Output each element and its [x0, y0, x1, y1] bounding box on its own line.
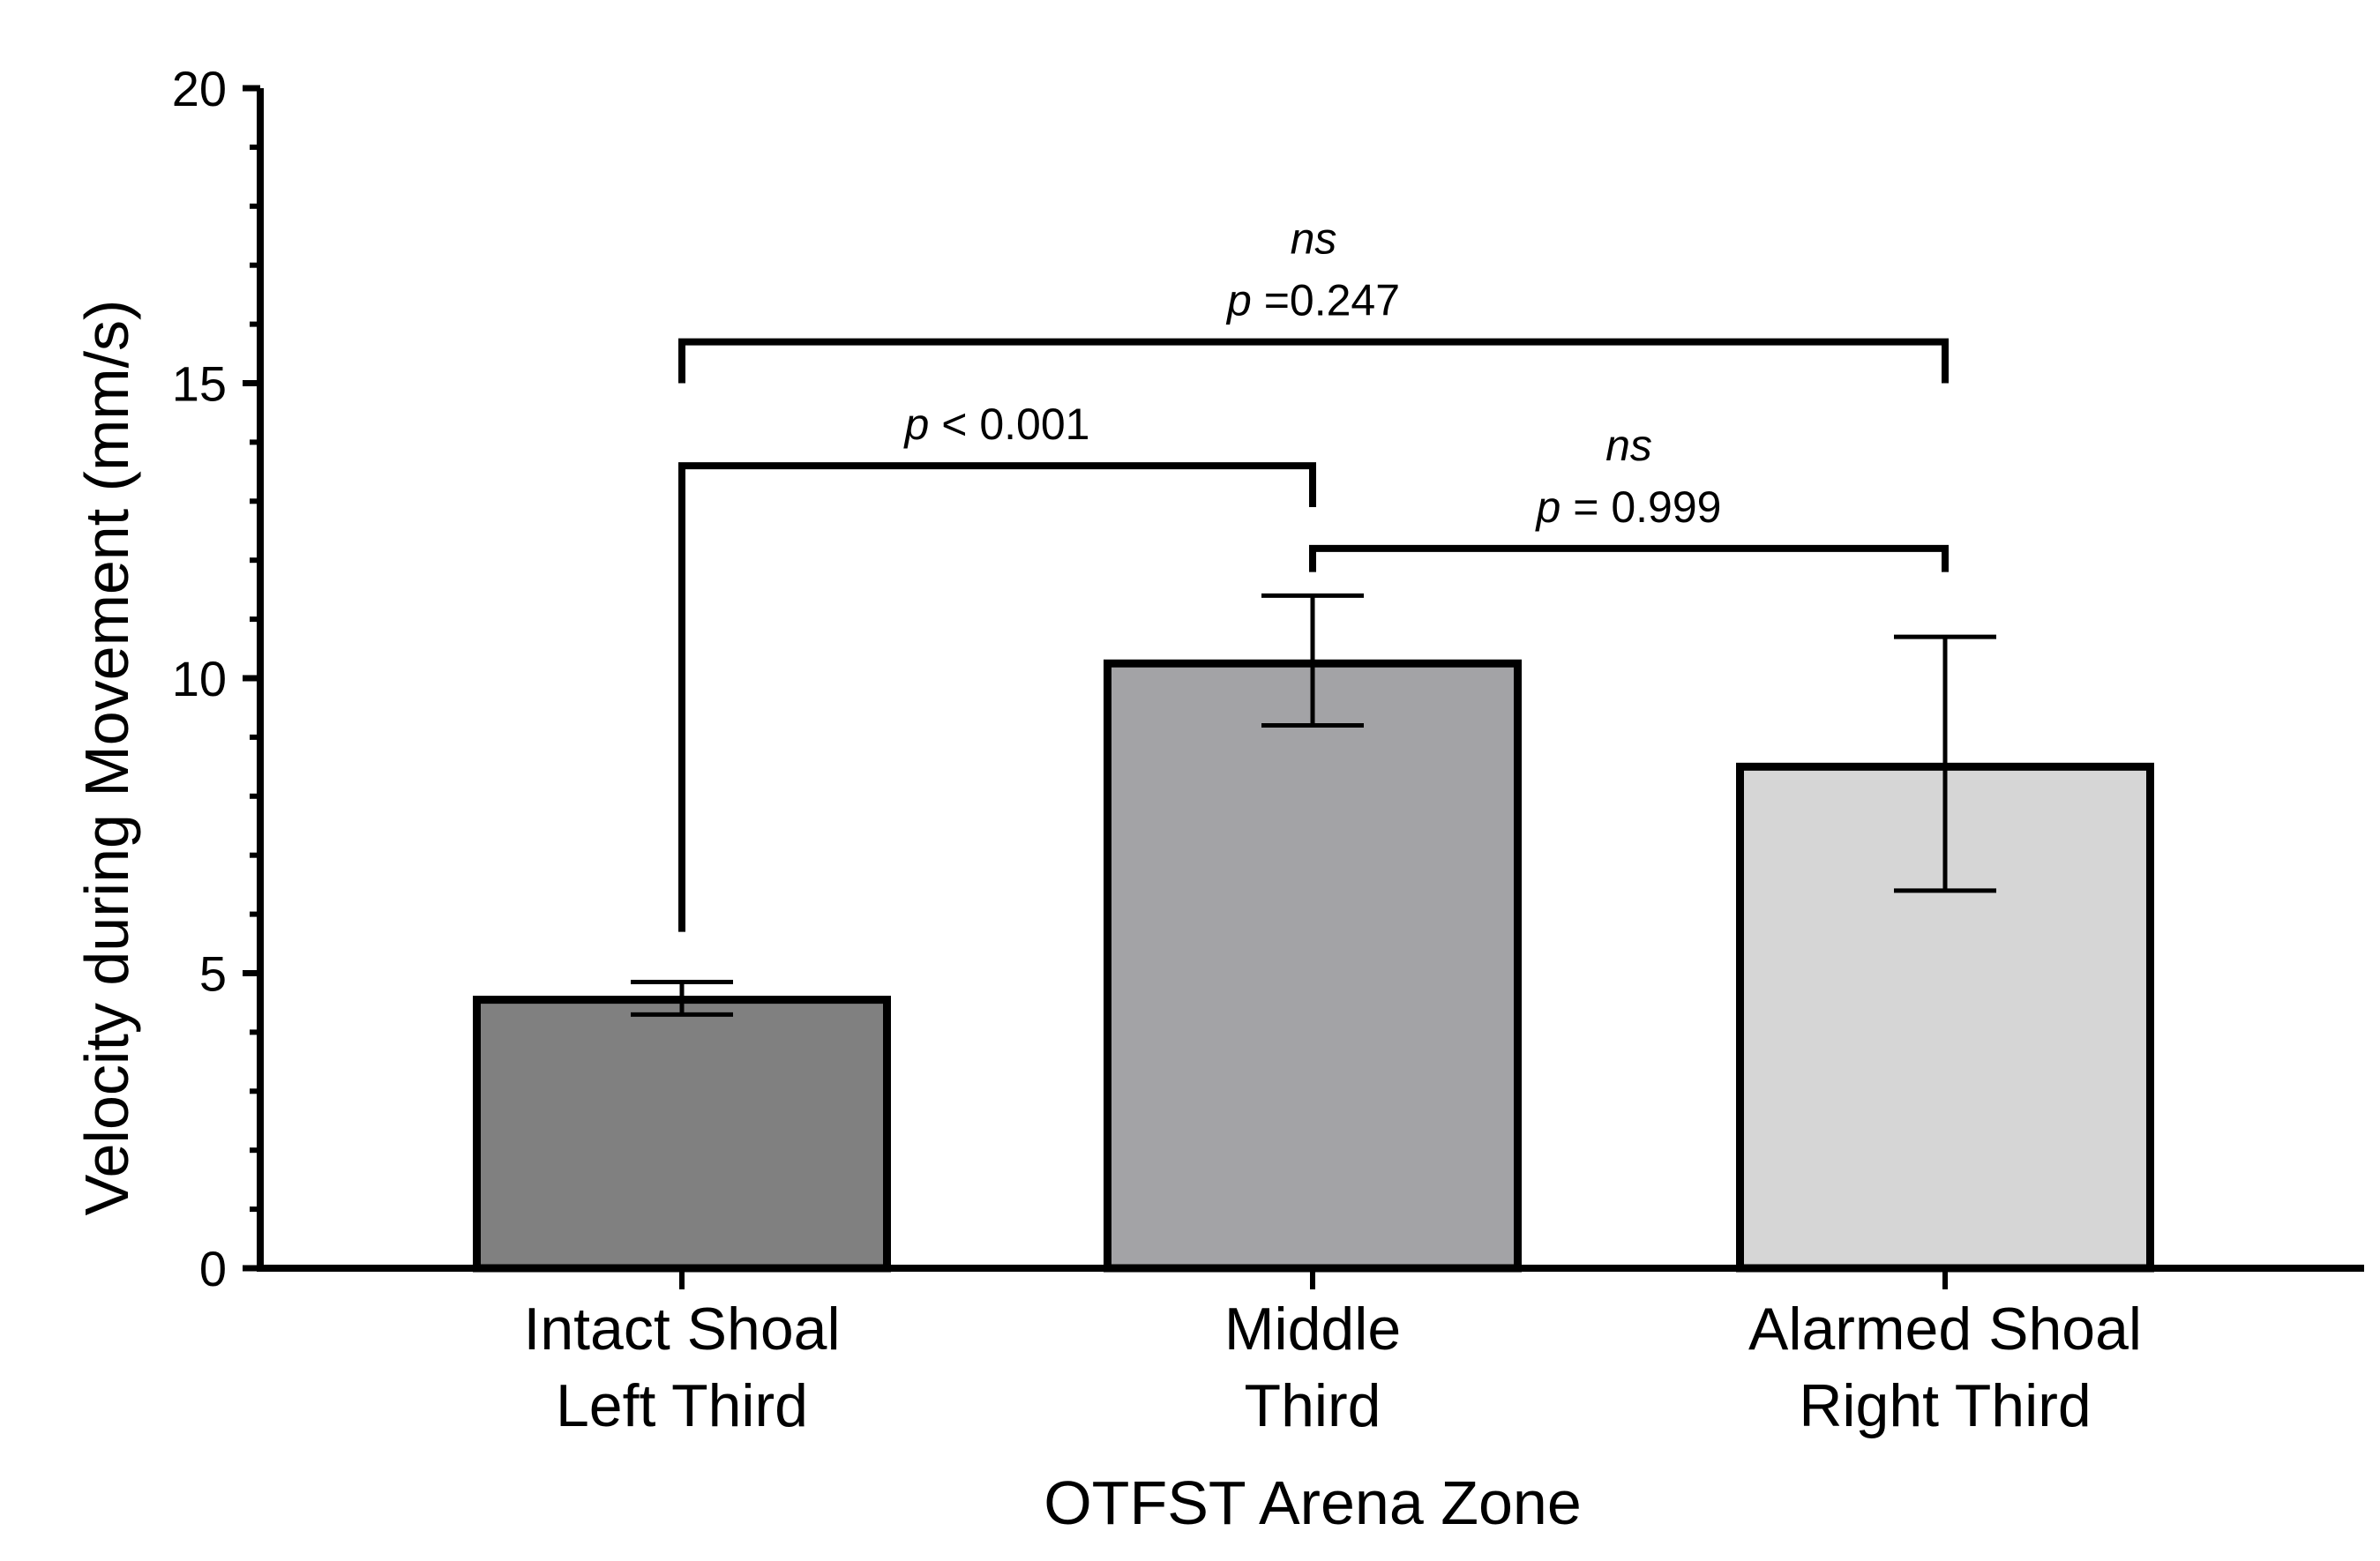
bar-1 [1104, 659, 1522, 1273]
significance-brackets [678, 338, 1949, 932]
bars [473, 659, 2154, 1273]
y-axis-title: Velocity during Movement (mm/s) [72, 300, 141, 1216]
x-axis-title: OTFST Arena Zone [1044, 1468, 1582, 1537]
x-tick-label-line2-1: Third [1245, 1372, 1381, 1439]
bar-0 [473, 996, 891, 1273]
comparison-bracket-2 [678, 338, 1949, 384]
labels: 0 5 10 15 20 Intact Shoal Left Third Middle Thir… [72, 61, 2142, 1537]
y-tick-label-4: 20 [172, 61, 227, 116]
p-symbol: p [1535, 482, 1561, 532]
x-tick-label-line1-2: Alarmed Shoal [1748, 1296, 2142, 1363]
x-tick-label-line1-0: Intact Shoal [523, 1296, 840, 1363]
x-tick-label-line1-1: Middle [1224, 1296, 1401, 1363]
comparison-ns-label-2: ns [1291, 214, 1337, 264]
p-value: = 0.999 [1560, 482, 1721, 532]
p-symbol: p [903, 400, 930, 449]
y-tick-label-3: 15 [172, 356, 227, 412]
p-value: =0.247 [1252, 276, 1400, 325]
comparison-bracket-0 [678, 462, 1316, 932]
comparison-p-label-1: p = 0.999 [1535, 482, 1722, 532]
comparison-bracket-1 [1309, 544, 1949, 572]
x-tick-label-line2-0: Left Third [556, 1372, 808, 1439]
comparison-ns-label-1: ns [1605, 421, 1652, 470]
comparison-p-label-2: p =0.247 [1225, 276, 1400, 325]
p-value: < 0.001 [929, 400, 1089, 449]
x-tick-label-line2-2: Right Third [1799, 1372, 2091, 1439]
y-tick-label-1: 5 [199, 946, 227, 1002]
p-symbol: p [1225, 276, 1252, 325]
axes [243, 85, 2364, 1289]
y-tick-label-2: 10 [172, 651, 227, 706]
comparison-p-label-0: p < 0.001 [903, 400, 1090, 449]
error-bars [631, 593, 1996, 1017]
y-tick-label-0: 0 [199, 1241, 227, 1296]
